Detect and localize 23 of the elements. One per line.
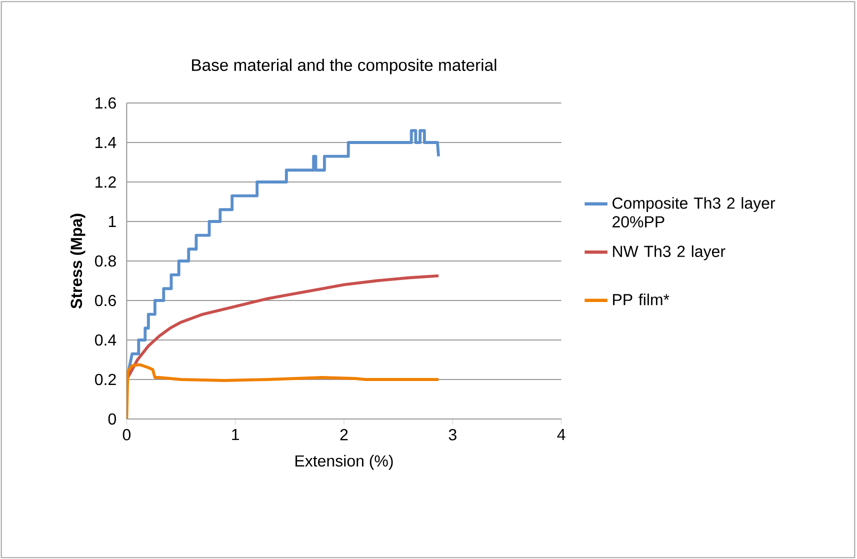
y-tick-label: 1.6 — [96, 97, 116, 109]
line-series — [127, 129, 440, 372]
x-tick-label: 2 — [340, 429, 348, 440]
legend-label: Composite Th3 2 layer 20%PP — [612, 197, 776, 228]
y-tick-label: 0.8 — [95, 255, 116, 267]
y-tick-label: 1.2 — [96, 176, 116, 188]
legend-label: NW Th3 2 layer — [613, 245, 726, 260]
y-tick-label: 0 — [108, 413, 116, 425]
y-axis-title: Stress (Mpa) — [70, 214, 86, 309]
x-tick-label: 3 — [448, 429, 456, 440]
legend-label: PP film* — [613, 294, 670, 306]
chart-title: Base material and the composite material — [192, 58, 496, 74]
y-tick-label: 1 — [108, 216, 116, 227]
x-tick-label: 1 — [232, 429, 239, 440]
x-tick-label: 4 — [557, 429, 566, 440]
x-axis-title: Extension (%) — [296, 454, 393, 470]
line-series — [126, 363, 440, 419]
y-tick-label: 0.6 — [95, 294, 116, 306]
y-tick-label: 0.4 — [95, 334, 116, 346]
y-tick-label: 1.4 — [96, 136, 116, 148]
x-tick-label: 0 — [122, 429, 131, 440]
y-tick-label: 0.2 — [95, 374, 116, 386]
line-series — [126, 274, 440, 381]
